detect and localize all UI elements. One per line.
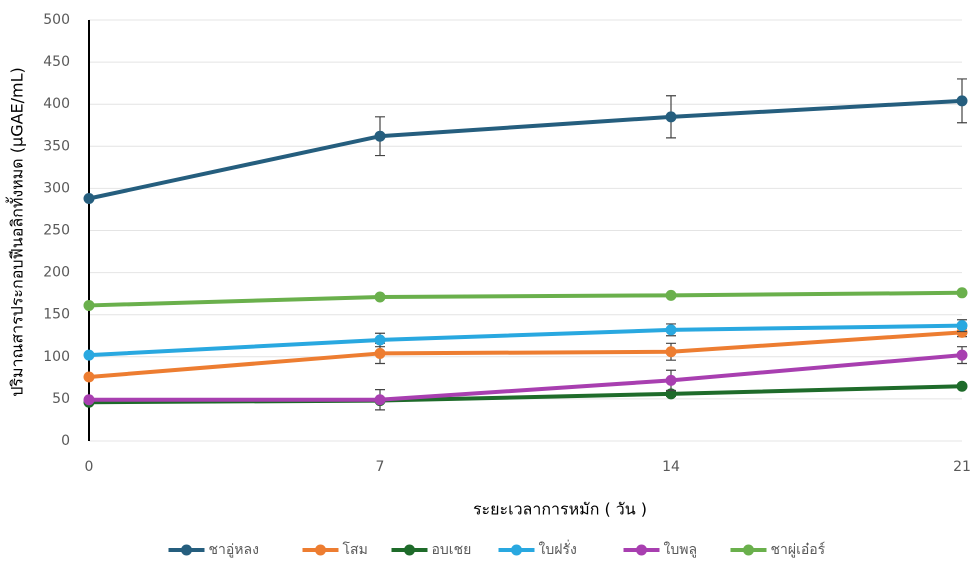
legend-swatch-marker xyxy=(511,545,522,556)
x-tick-label: 0 xyxy=(85,459,94,475)
y-tick-label: 250 xyxy=(43,223,70,239)
chart: ระยะเวลาการหมัก ( วัน ) ปริมาณสารประกอบฟ… xyxy=(0,0,973,569)
data-point xyxy=(957,320,968,331)
series-line xyxy=(89,355,962,400)
data-point xyxy=(666,324,677,335)
legend-swatch-marker xyxy=(743,545,754,556)
data-point xyxy=(957,287,968,298)
y-tick-label: 350 xyxy=(43,138,70,154)
data-point xyxy=(666,290,677,301)
data-point xyxy=(84,394,95,405)
data-point xyxy=(375,394,386,405)
data-point xyxy=(375,334,386,345)
legend-swatch-marker xyxy=(315,545,326,556)
data-point xyxy=(375,348,386,359)
series-line xyxy=(89,332,962,377)
legend-swatch-marker xyxy=(636,545,647,556)
data-point xyxy=(957,95,968,106)
series-line xyxy=(89,293,962,306)
legend-label: ใบฝรั่ง xyxy=(539,540,577,558)
data-point xyxy=(957,350,968,361)
y-tick-label: 100 xyxy=(43,349,70,365)
legend-swatch-marker xyxy=(404,545,415,556)
legend-label: ชาอู่หลง xyxy=(209,542,259,558)
y-tick-label: 0 xyxy=(61,433,70,449)
legend-label: ชาผู่เอ๋อร์ xyxy=(771,541,826,558)
data-point xyxy=(666,375,677,386)
y-tick-label: 500 xyxy=(43,12,70,28)
y-axis-title: ปริมาณสารประกอบฟีนอลิกทั้งหมด (µGAE/mL) xyxy=(6,67,27,397)
x-tick-label: 14 xyxy=(662,459,680,475)
data-point xyxy=(84,372,95,383)
y-tick-label: 400 xyxy=(43,96,70,112)
x-tick-label: 21 xyxy=(953,459,971,475)
y-tick-label: 50 xyxy=(52,391,70,407)
series-line xyxy=(89,101,962,199)
data-point xyxy=(375,131,386,142)
legend-swatch-marker xyxy=(181,545,192,556)
legend-label: อบเชย xyxy=(432,542,472,558)
x-tick-label: 7 xyxy=(376,459,385,475)
data-point xyxy=(666,346,677,357)
data-point xyxy=(84,350,95,361)
data-point xyxy=(375,292,386,303)
data-point xyxy=(84,300,95,311)
y-tick-label: 300 xyxy=(43,180,70,196)
legend-label: โสม xyxy=(343,541,368,558)
data-point xyxy=(666,111,677,122)
legend-label: ใบพลู xyxy=(664,541,698,558)
data-point xyxy=(84,193,95,204)
x-axis-title: ระยะเวลาการหมัก ( วัน ) xyxy=(473,500,647,519)
data-point xyxy=(957,381,968,392)
y-tick-label: 200 xyxy=(43,265,70,281)
y-tick-label: 150 xyxy=(43,307,70,323)
y-tick-label: 450 xyxy=(43,54,70,70)
